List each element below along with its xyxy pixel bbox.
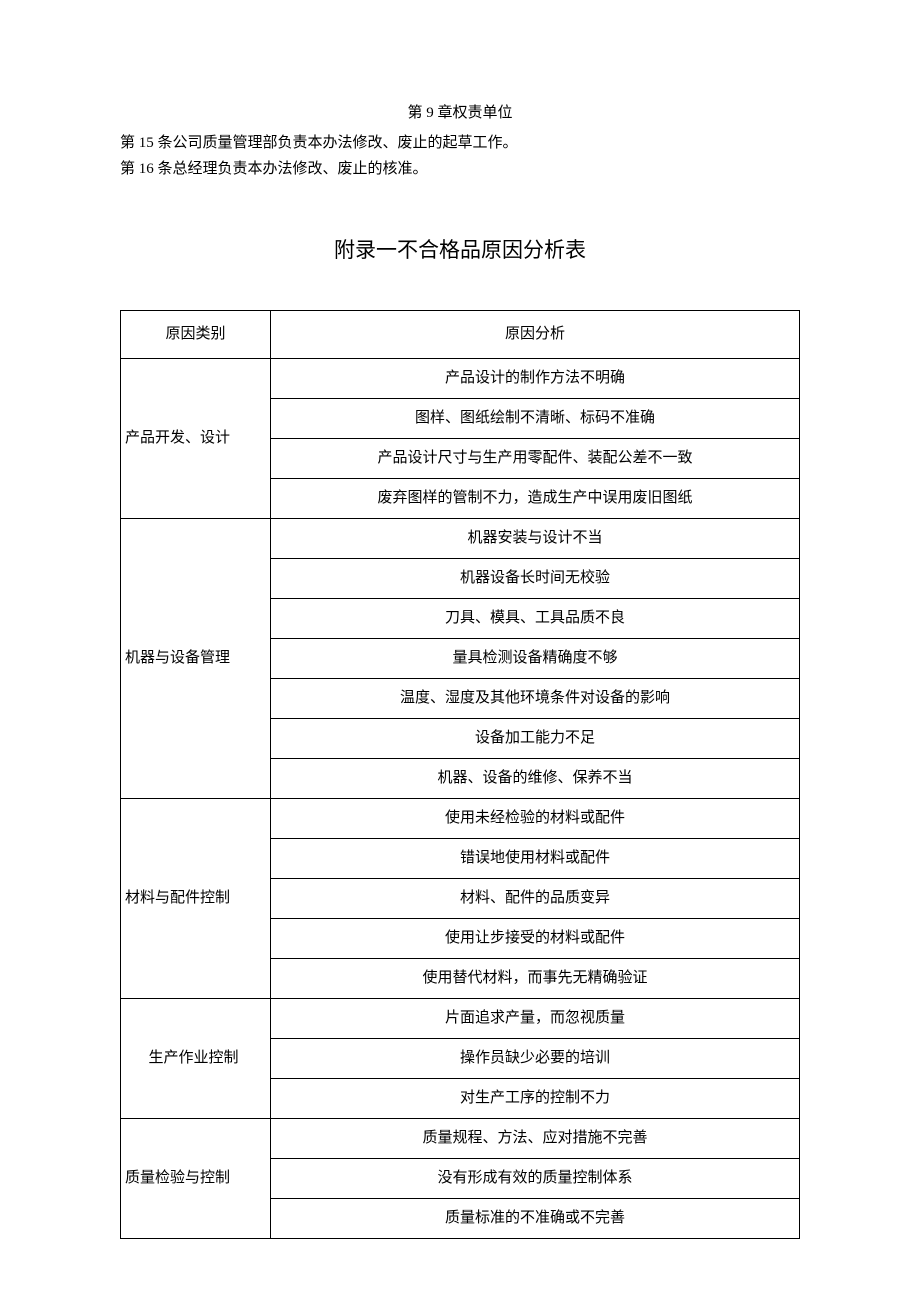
analysis-cell: 使用让步接受的材料或配件 xyxy=(271,918,800,958)
analysis-cell: 质量标准的不准确或不完善 xyxy=(271,1198,800,1238)
analysis-cell: 没有形成有效的质量控制体系 xyxy=(271,1158,800,1198)
table-row: 质量检验与控制质量规程、方法、应对措施不完善 xyxy=(121,1118,800,1158)
analysis-cell: 材料、配件的品质变异 xyxy=(271,878,800,918)
analysis-cell: 操作员缺少必要的培训 xyxy=(271,1038,800,1078)
analysis-cell: 刀具、模具、工具品质不良 xyxy=(271,598,800,638)
category-cell: 生产作业控制 xyxy=(121,998,271,1118)
analysis-cell: 机器安装与设计不当 xyxy=(271,518,800,558)
chapter-title: 第 9 章权责单位 xyxy=(120,100,800,127)
appendix-title: 附录一不合格品原因分析表 xyxy=(120,232,800,270)
table-row: 产品开发、设计产品设计的制作方法不明确 xyxy=(121,358,800,398)
analysis-cell: 错误地使用材料或配件 xyxy=(271,838,800,878)
analysis-cell: 使用替代材料，而事先无精确验证 xyxy=(271,958,800,998)
analysis-cell: 质量规程、方法、应对措施不完善 xyxy=(271,1118,800,1158)
analysis-cell: 温度、湿度及其他环境条件对设备的影响 xyxy=(271,678,800,718)
analysis-cell: 片面追求产量，而忽视质量 xyxy=(271,998,800,1038)
analysis-cell: 使用未经检验的材料或配件 xyxy=(271,798,800,838)
analysis-cell: 产品设计的制作方法不明确 xyxy=(271,358,800,398)
table-row: 机器与设备管理机器安装与设计不当 xyxy=(121,518,800,558)
analysis-cell: 对生产工序的控制不力 xyxy=(271,1078,800,1118)
header-analysis: 原因分析 xyxy=(271,310,800,358)
analysis-cell: 产品设计尺寸与生产用零配件、装配公差不一致 xyxy=(271,438,800,478)
analysis-cell: 量具检测设备精确度不够 xyxy=(271,638,800,678)
analysis-cell: 机器、设备的维修、保养不当 xyxy=(271,758,800,798)
category-cell: 产品开发、设计 xyxy=(121,358,271,518)
analysis-cell: 机器设备长时间无校验 xyxy=(271,558,800,598)
analysis-cell: 图样、图纸绘制不清晰、标码不准确 xyxy=(271,398,800,438)
analysis-cell: 废弃图样的管制不力，造成生产中误用废旧图纸 xyxy=(271,478,800,518)
table-header-row: 原因类别 原因分析 xyxy=(121,310,800,358)
analysis-cell: 设备加工能力不足 xyxy=(271,718,800,758)
category-cell: 质量检验与控制 xyxy=(121,1118,271,1238)
cause-analysis-table: 原因类别 原因分析 产品开发、设计产品设计的制作方法不明确图样、图纸绘制不清晰、… xyxy=(120,310,800,1239)
header-category: 原因类别 xyxy=(121,310,271,358)
category-cell: 机器与设备管理 xyxy=(121,518,271,798)
category-cell: 材料与配件控制 xyxy=(121,798,271,998)
table-row: 材料与配件控制使用未经检验的材料或配件 xyxy=(121,798,800,838)
clause-16: 第 16 条总经理负责本办法修改、废止的核准。 xyxy=(120,157,800,183)
table-row: 生产作业控制片面追求产量，而忽视质量 xyxy=(121,998,800,1038)
clause-15: 第 15 条公司质量管理部负责本办法修改、废止的起草工作。 xyxy=(120,131,800,157)
